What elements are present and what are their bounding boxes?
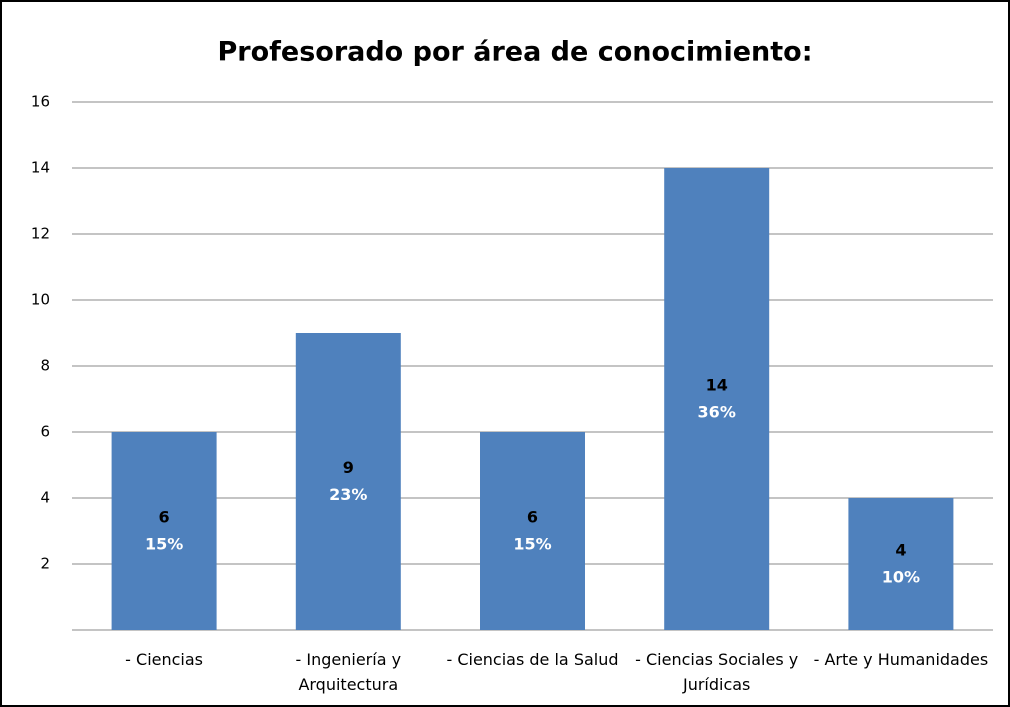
x-tick-label: - Ciencias de la Salud (446, 650, 619, 669)
y-tick-label: 2 (40, 555, 50, 573)
percent-label: 36% (698, 403, 736, 422)
x-tick-label: - Ciencias Sociales y Jurídicas (635, 650, 799, 694)
x-tick-label: - Ciencias (125, 650, 204, 669)
x-tick-label: - Ingeniería y Arquitectura (295, 650, 402, 694)
y-tick-label: 14 (31, 159, 50, 177)
y-tick-label: 12 (31, 225, 50, 243)
percent-label: 15% (513, 535, 551, 554)
bar (295, 333, 401, 630)
bar (848, 498, 954, 630)
data-label: 14 (706, 376, 728, 395)
chart-title: Profesorado por área de conocimiento: (217, 37, 812, 68)
y-tick-label: 16 (31, 93, 50, 111)
y-tick-label: 10 (31, 291, 50, 309)
data-label: 4 (895, 541, 906, 560)
y-tick-label: 6 (40, 423, 50, 441)
bar (480, 432, 585, 630)
bar (111, 432, 217, 630)
data-label: 9 (343, 458, 354, 477)
percent-label: 23% (329, 485, 367, 504)
y-tick-label: 4 (40, 489, 50, 507)
percent-label: 15% (145, 535, 183, 554)
percent-label: 10% (882, 568, 920, 587)
y-tick-label: 8 (40, 357, 50, 375)
x-tick-label: - Arte y Humanidades (813, 650, 989, 669)
data-label: 6 (159, 508, 170, 527)
data-label: 6 (527, 508, 538, 527)
bar (664, 168, 770, 630)
